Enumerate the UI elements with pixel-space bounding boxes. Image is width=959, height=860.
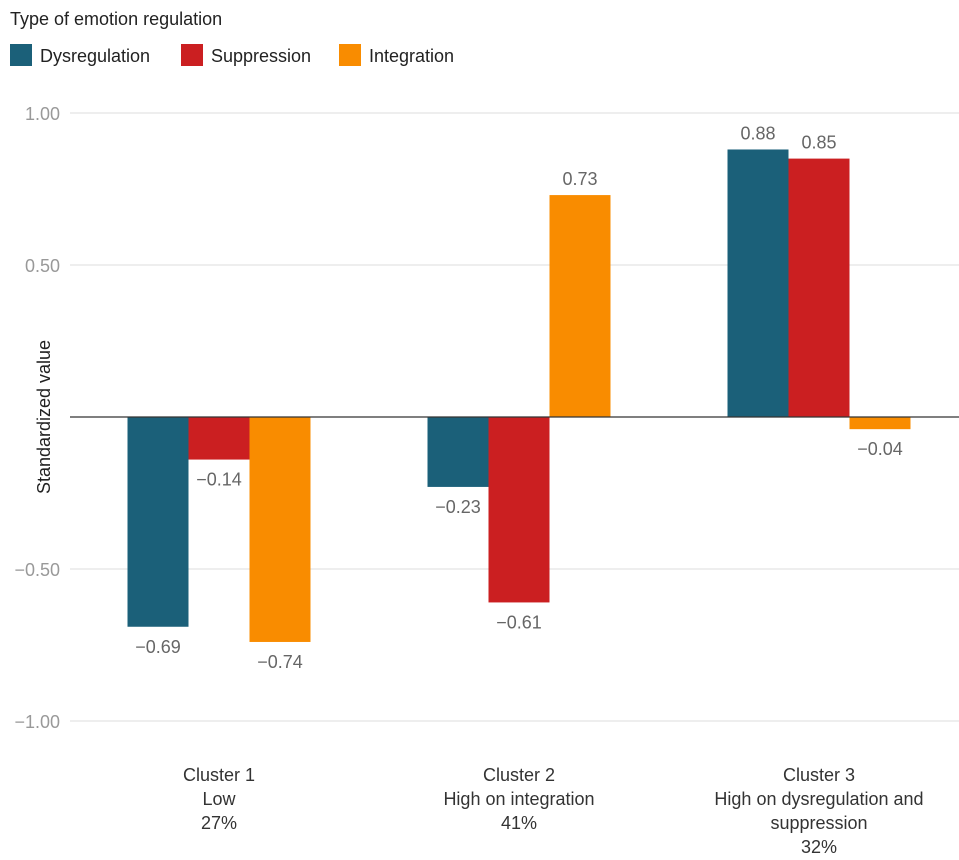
data-label: −0.04	[857, 439, 903, 459]
bar-integration-cluster-3	[849, 417, 911, 430]
y-tick-label: −1.00	[14, 712, 60, 732]
y-tick-label: 0.50	[25, 256, 60, 276]
data-label: −0.23	[435, 497, 481, 517]
bar-integration-cluster-2	[549, 195, 611, 417]
legend-swatch-suppression	[181, 44, 203, 66]
legend-swatch-integration	[339, 44, 361, 66]
bar-dysregulation-cluster-1	[127, 417, 189, 627]
x-axis-categories: Cluster 1 Low 27% Cluster 2 High on integrat…	[183, 765, 924, 857]
data-label: 0.85	[801, 133, 836, 153]
bar-suppression-cluster-2	[488, 417, 550, 603]
data-label: 0.73	[562, 169, 597, 189]
y-axis-ticks: 1.00 0.50 −0.50 −1.00	[14, 104, 60, 732]
legend: Type of emotion regulation Dysregulation…	[10, 9, 454, 66]
y-axis-label: Standardized value	[34, 340, 54, 494]
x-category-label: Cluster 2 High on integration 41%	[443, 765, 594, 833]
legend-label-suppression: Suppression	[211, 46, 311, 66]
bar-suppression-cluster-1	[188, 417, 250, 460]
bar-integration-cluster-1	[249, 417, 311, 642]
data-label: −0.14	[196, 470, 242, 490]
bar-dysregulation-cluster-2	[427, 417, 489, 487]
legend-title: Type of emotion regulation	[10, 9, 222, 29]
data-label: 0.88	[740, 123, 775, 143]
data-label: −0.69	[135, 637, 181, 657]
data-label: −0.61	[496, 612, 542, 632]
y-tick-label: −0.50	[14, 560, 60, 580]
value-labels: −0.69 −0.23 0.88 −0.14 −0.61 0.85 −0.74 0.73 −0.…	[135, 123, 903, 671]
bar-dysregulation-cluster-3	[727, 149, 789, 418]
legend-label-dysregulation: Dysregulation	[40, 46, 150, 66]
data-label: −0.74	[257, 652, 303, 672]
bars	[127, 149, 911, 642]
y-tick-label: 1.00	[25, 104, 60, 124]
legend-label-integration: Integration	[369, 46, 454, 66]
x-category-label: Cluster 3 High on dysregulation and suppre…	[714, 765, 923, 855]
x-category-label: Cluster 1 Low 27%	[183, 765, 255, 833]
bar-suppression-cluster-3	[788, 158, 850, 417]
legend-swatch-dysregulation	[10, 44, 32, 66]
